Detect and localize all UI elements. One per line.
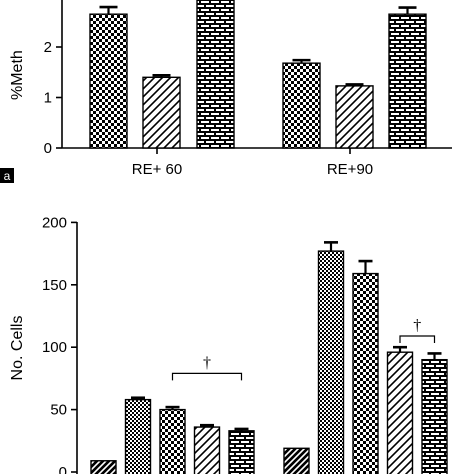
panel-b-y-axis-label: No. Cells xyxy=(9,316,26,381)
panel-b: No. Cells 0 50 100 150 200 † † xyxy=(9,214,448,474)
panel-b-bar xyxy=(159,408,186,474)
panel-b-bar xyxy=(228,430,255,474)
panel-b-bar xyxy=(124,398,152,474)
panel-a-bar xyxy=(335,85,374,149)
panel-a-category-label: RE+90 xyxy=(327,161,373,178)
panel-b-y-tick-label: 200 xyxy=(42,214,67,231)
panel-tag-label: a xyxy=(4,169,11,183)
panel-a-y-axis-label: %Meth xyxy=(9,50,26,100)
panel-tag-box xyxy=(0,168,14,183)
panel-b-bar xyxy=(90,460,117,474)
panel-b-significance-bracket xyxy=(399,335,436,343)
panel-a-y-tick-label: 0 xyxy=(44,140,52,157)
panel-b-bar xyxy=(317,250,345,474)
panel-b-bar xyxy=(386,351,414,474)
panel-a-category-label: RE+ 60 xyxy=(132,161,182,178)
panel-b-significance-label: † xyxy=(203,354,211,371)
panel-a-y-tick-label: 2 xyxy=(44,39,52,56)
panel-a: %Meth 0 1 2 RE+ 60 RE+90 a xyxy=(0,0,452,183)
panel-b-y-tick-label: 150 xyxy=(42,277,67,294)
panel-a-bar xyxy=(388,13,427,149)
panel-a-y-tick-label: 1 xyxy=(44,90,52,107)
panel-a-bar xyxy=(282,62,321,149)
panel-b-y-tick-label: 50 xyxy=(50,402,67,419)
panel-b-y-tick-label: 0 xyxy=(59,464,67,474)
panel-a-bar xyxy=(196,0,235,149)
panel-b-bar xyxy=(421,358,448,474)
panel-b-bar xyxy=(352,272,379,474)
panel-b-bar xyxy=(283,447,310,474)
panel-a-bar xyxy=(142,76,181,149)
panel-b-significance-label: † xyxy=(413,317,421,334)
panel-a-bar xyxy=(89,13,128,149)
panel-b-significance-bracket xyxy=(171,372,243,381)
panel-b-y-tick-label: 100 xyxy=(42,339,67,356)
panel-b-bar xyxy=(193,426,221,474)
